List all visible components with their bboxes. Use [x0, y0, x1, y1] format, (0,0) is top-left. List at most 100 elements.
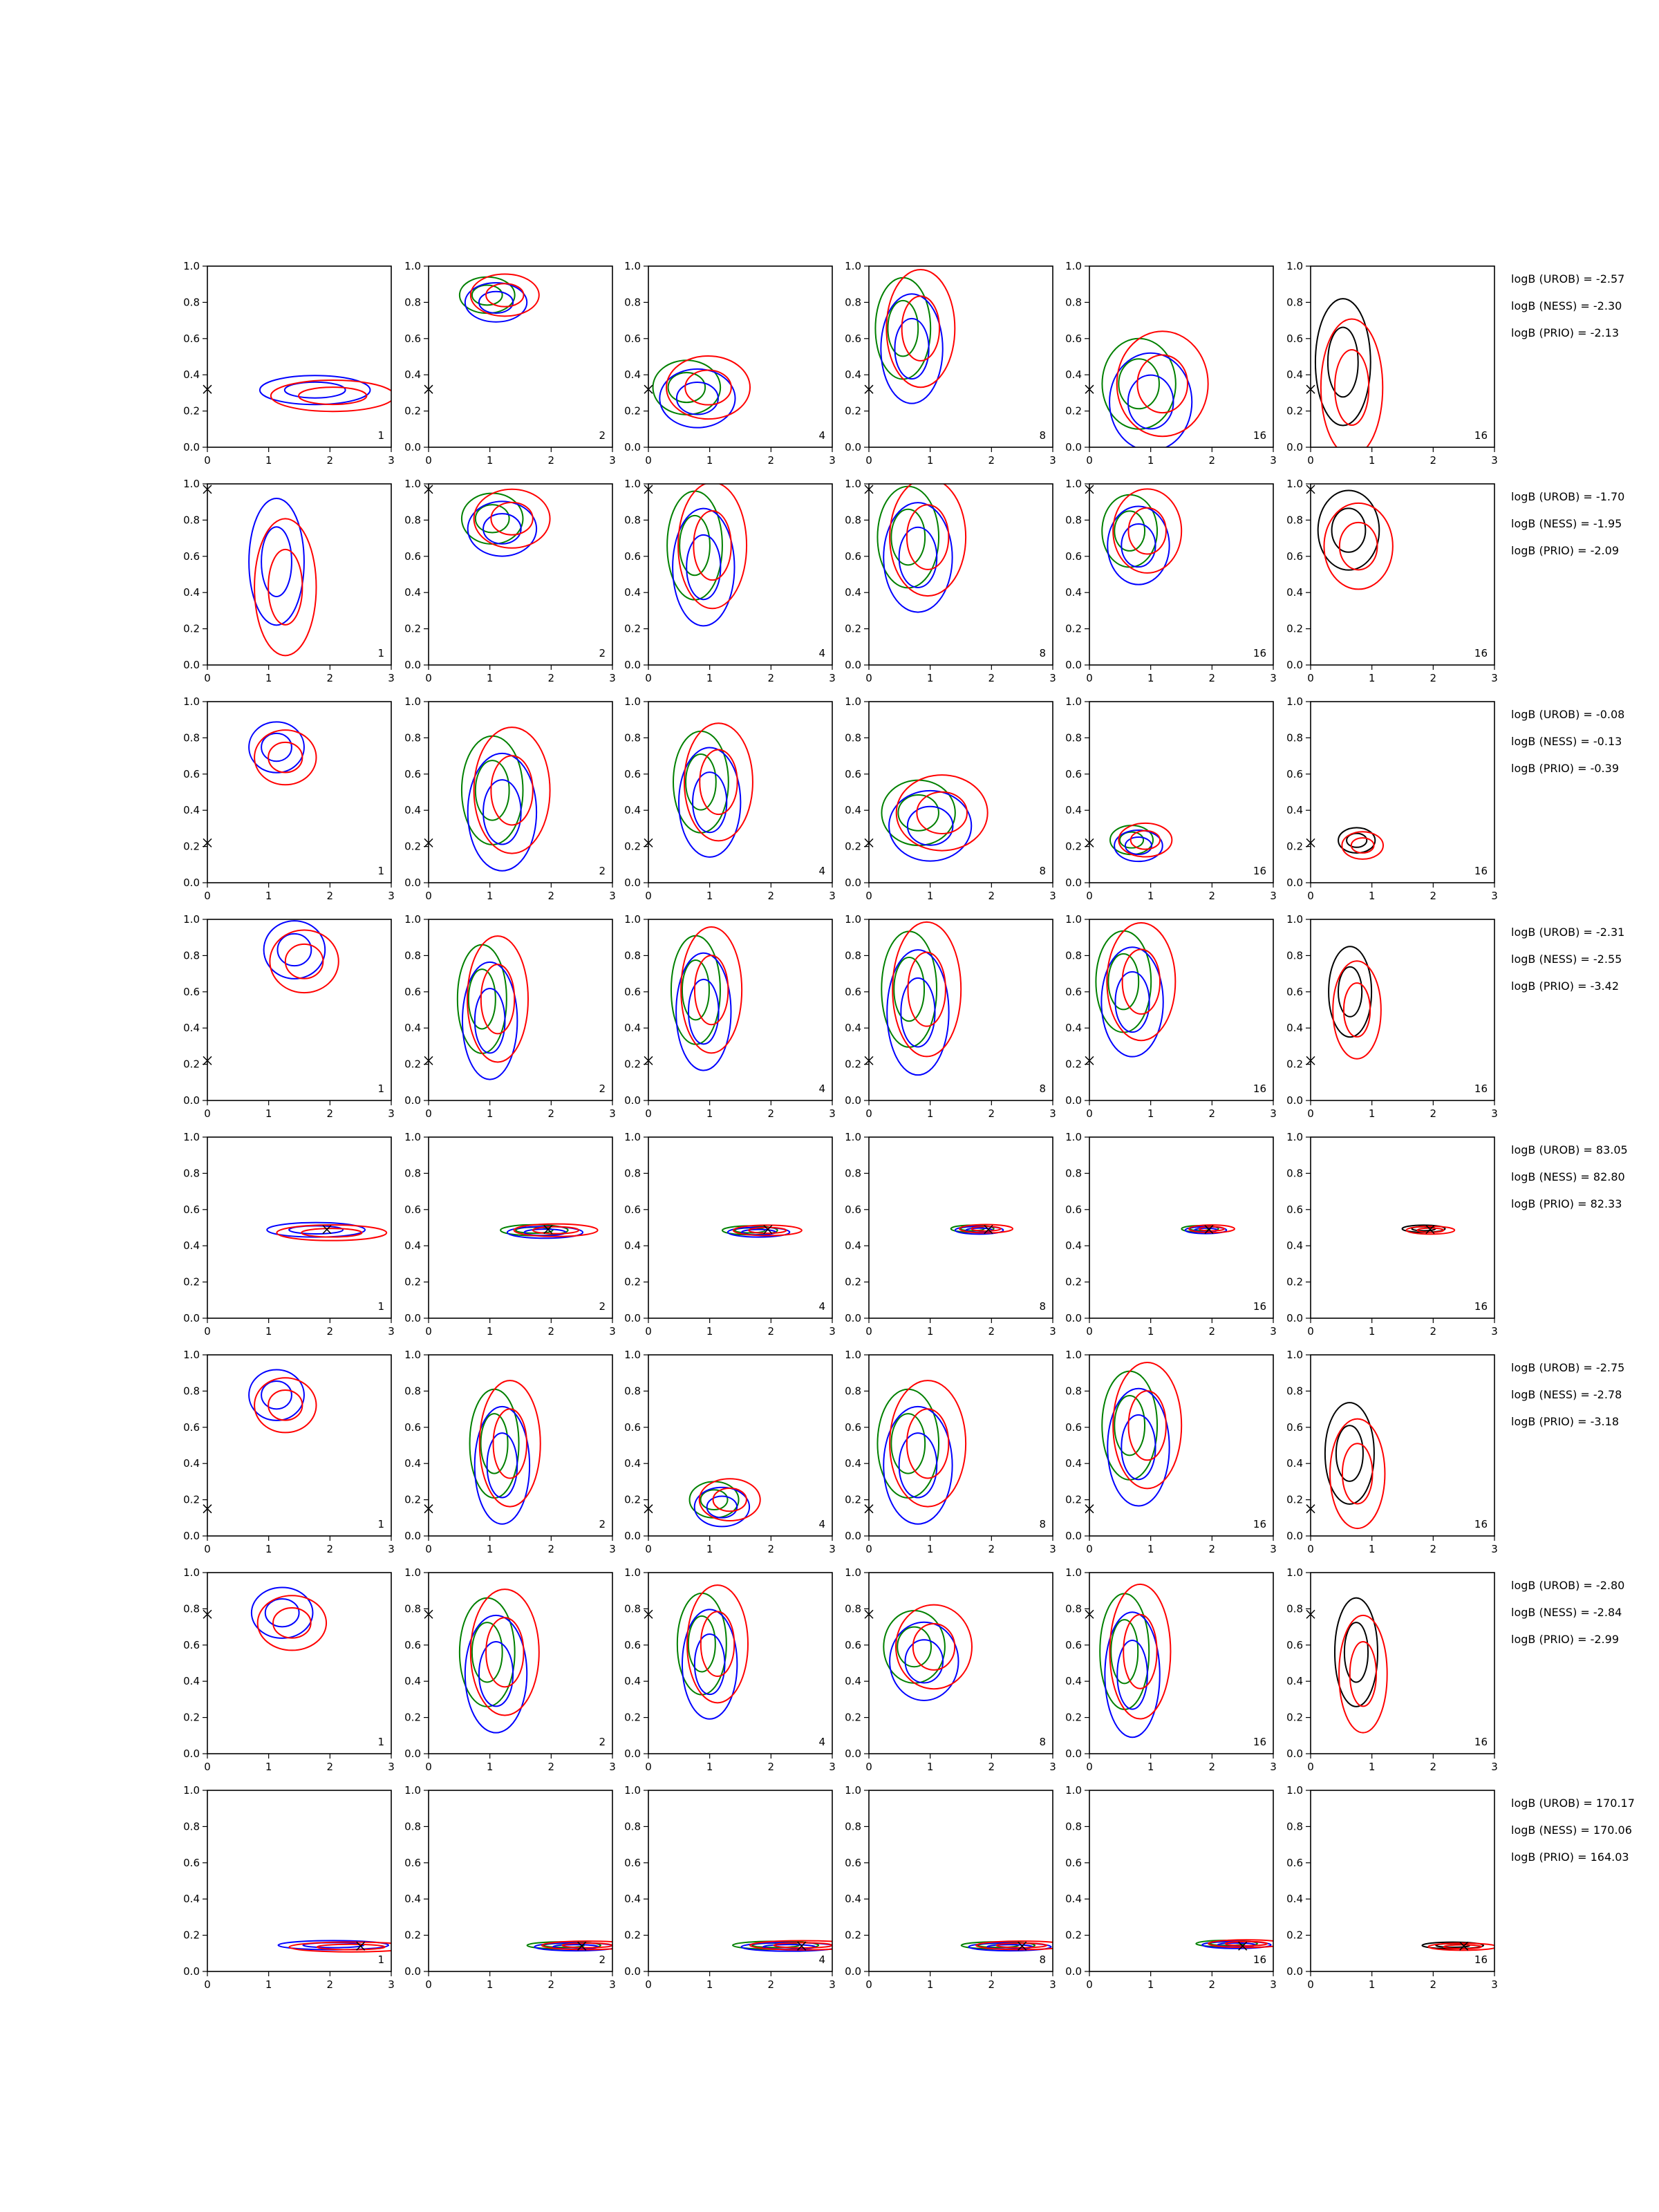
x-tick-label: 3: [609, 1543, 616, 1555]
contour-red-level-1: [666, 355, 751, 420]
panel-label: 16: [1474, 1300, 1488, 1313]
panel-r3-c4: 0 1 2 3 0.0 0.2 0.4 0.6 0.8 1.0 8: [845, 695, 1056, 902]
contour-area: [731, 1940, 832, 1952]
contour-red-level-1: [513, 1223, 599, 1237]
contour-green-level-1: [877, 485, 940, 589]
contour-green-level-2: [1118, 831, 1145, 849]
x-tick-label: 2: [768, 454, 775, 467]
panel-r4-c4: 0 1 2 3 0.0 0.2 0.4 0.6 0.8 1.0 8: [845, 913, 1056, 1120]
contour-blue-level-1: [248, 721, 305, 774]
y-tick-label: 0.0: [845, 441, 861, 453]
panel-label: 4: [818, 429, 825, 442]
panel-r6-c2: 0 1 2 3 0.0 0.2 0.4 0.6 0.8 1.0 2: [404, 1349, 616, 1555]
contour-red-level-2: [1341, 1443, 1374, 1505]
contour-blue-level-2: [1124, 836, 1153, 856]
contour-blue-level-2: [261, 732, 292, 762]
x-tick-label: 2: [988, 1761, 995, 1773]
y-tick-label: 0.4: [1065, 368, 1082, 381]
x-tick-label: 1: [706, 454, 713, 467]
y-tick-label: 1.0: [183, 695, 200, 708]
axes-frame: [1089, 265, 1274, 448]
axes-frame: [868, 1790, 1053, 1972]
x-tick-label: 0: [204, 454, 211, 467]
panel-label: 1: [377, 429, 384, 442]
x-tick-label: 1: [1147, 672, 1154, 684]
panel-label: 16: [1253, 1736, 1266, 1748]
contour-red-level-1: [269, 929, 339, 994]
x-tick-label: 0: [425, 454, 432, 467]
y-tick-label: 1.0: [624, 1566, 641, 1579]
contour-blue-level-2: [1121, 1414, 1156, 1481]
y-tick-label: 0.6: [183, 1421, 200, 1434]
y-tick-label: 1.0: [183, 1131, 200, 1143]
x-tick-label: 2: [548, 454, 555, 467]
contour-area: [1324, 1402, 1386, 1530]
y-tick-label: 1.0: [624, 1349, 641, 1361]
y-tick-label: 0.8: [404, 731, 421, 744]
y-tick-label: 0.0: [1065, 1747, 1082, 1760]
contour-area: [1101, 1361, 1183, 1507]
contour-blue-level-1: [464, 282, 528, 323]
y-tick-label: 0.0: [404, 441, 421, 453]
x-tick-label: 1: [487, 454, 494, 467]
contour-area: [877, 484, 967, 613]
panel-r1-c1: 0 1 2 3 0.0 0.2 0.4 0.6 0.8 1.0 1: [183, 260, 395, 467]
y-tick-label: 1.0: [183, 260, 200, 272]
y-tick-label: 0.6: [624, 1203, 641, 1216]
y-tick-label: 0.8: [1286, 1602, 1303, 1615]
y-tick-label: 0.2: [845, 405, 861, 418]
x-tick-label: 3: [609, 1325, 616, 1338]
x-tick-label: 2: [327, 1761, 334, 1773]
contour-blue-level-1: [693, 1486, 751, 1528]
contour-red-level-1: [683, 722, 753, 842]
x-tick-label: 0: [425, 1107, 432, 1120]
x-tick-label: 0: [204, 1761, 211, 1773]
x-tick-label: 1: [1369, 1107, 1376, 1120]
bayes-factor-text: logB (PRIO) = -3.18: [1511, 1415, 1619, 1428]
contour-area: [1333, 1597, 1388, 1734]
y-tick-label: 0.4: [1286, 1457, 1303, 1470]
contour-blue-level-1: [263, 920, 326, 980]
contour-red-level-2: [912, 1623, 956, 1671]
panel-r1-c4: 0 1 2 3 0.0 0.2 0.4 0.6 0.8 1.0 8: [845, 260, 1056, 467]
contour-red-level-2: [485, 1617, 525, 1688]
contour-black-level-1: [1314, 298, 1371, 427]
x-tick-label: 1: [265, 1325, 272, 1338]
x-tick-label: 1: [706, 1107, 713, 1120]
panel-label: 4: [818, 1082, 825, 1095]
y-tick-label: 0.0: [404, 877, 421, 889]
bayes-factor-text: logB (PRIO) = -2.13: [1511, 326, 1619, 339]
y-tick-label: 1.0: [404, 1131, 421, 1143]
x-tick-label: 3: [1049, 1978, 1056, 1991]
y-tick-label: 1.0: [624, 478, 641, 490]
y-tick-label: 0.2: [1065, 841, 1082, 853]
x-tick-label: 0: [1086, 454, 1093, 467]
y-tick-label: 0.2: [1065, 1929, 1082, 1942]
axes-frame: [1089, 701, 1274, 883]
y-tick-label: 0.8: [183, 1602, 200, 1615]
panel-label: 8: [1039, 1736, 1046, 1748]
contour-area: [1181, 1224, 1235, 1235]
y-tick-label: 0.0: [845, 877, 861, 889]
y-tick-label: 1.0: [845, 1349, 861, 1361]
contour-red-level-1: [749, 1940, 832, 1951]
x-tick-label: 0: [1086, 1978, 1093, 1991]
contour-red-level-2: [298, 386, 368, 406]
y-tick-label: 1.0: [183, 478, 200, 490]
axes-frame: [648, 919, 833, 1101]
y-tick-label: 0.6: [845, 1421, 861, 1434]
true-value-marker: [577, 1941, 587, 1951]
y-tick-label: 0.4: [404, 1239, 421, 1252]
contour-blue-level-1: [1100, 946, 1164, 1058]
y-tick-label: 0.0: [183, 659, 200, 671]
contour-blue-level-1: [464, 1614, 528, 1734]
contour-red-level-2: [492, 1408, 527, 1479]
bayes-factor-block-r1: logB (UROB) = -2.57 logB (NESS) = -2.30 lo…: [1511, 272, 1624, 339]
panel-r3-c2: 0 1 2 3 0.0 0.2 0.4 0.6 0.8 1.0 2: [404, 695, 616, 902]
contour-blue-level-1: [888, 789, 973, 862]
x-tick-label: 2: [327, 1978, 334, 1991]
y-tick-label: 1.0: [1286, 695, 1303, 708]
contour-red-level-1: [1405, 1225, 1456, 1235]
contour-red-level-2: [532, 1226, 580, 1235]
y-tick-label: 0.4: [845, 804, 861, 816]
